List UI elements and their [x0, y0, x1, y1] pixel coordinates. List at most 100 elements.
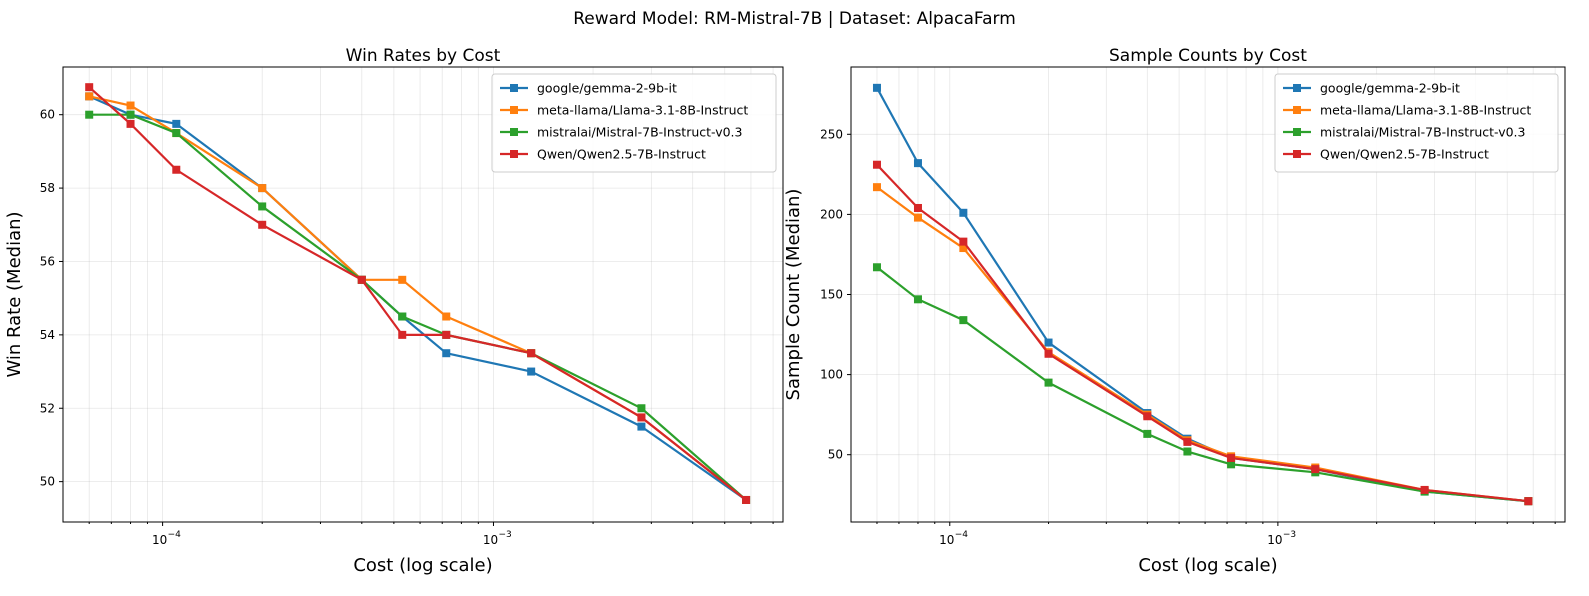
chart-2-data-point	[1183, 447, 1192, 456]
chart-1-data-point	[527, 367, 536, 376]
chart-1-legend-item: Qwen/Qwen2.5-7B-Instruct	[500, 147, 706, 162]
chart-2-legend-label: meta-llama/Llama-3.1-8B-Instruct	[1320, 103, 1531, 118]
chart-1-legend: google/gemma-2-9b-it meta-llama/Llama-3.1…	[491, 73, 777, 173]
chart-2-data-point	[959, 208, 968, 217]
chart-1-data-point	[258, 184, 267, 193]
chart-1-legend-item: mistralai/Mistral-7B-Instruct-v0.3	[500, 125, 742, 140]
chart-1-x-tick-exponent: −4	[168, 530, 182, 540]
chart-2-legend-swatch-marker	[1293, 106, 1301, 114]
chart-1-legend-label: mistralai/Mistral-7B-Instruct-v0.3	[537, 125, 742, 140]
chart-2-data-point	[1311, 465, 1320, 474]
chart-1-data-point	[637, 404, 646, 413]
chart-1-data-point	[126, 110, 135, 119]
chart-2-data-point	[913, 213, 922, 222]
chart-1-data-point	[258, 220, 267, 229]
chart-2-legend-item: mistralai/Mistral-7B-Instruct-v0.3	[1283, 125, 1525, 140]
chart-2-y-tick-label: 50	[828, 448, 843, 462]
chart-1-data-point	[637, 422, 646, 431]
chart-2-series-4	[872, 160, 1533, 506]
figure-suptitle: Reward Model: RM-Mistral-7B | Dataset: A…	[573, 9, 1016, 29]
chart-2-legend-item: google/gemma-2-9b-it	[1283, 81, 1460, 96]
chart-1-data-point	[398, 275, 407, 284]
chart-2-data-point	[1420, 485, 1429, 494]
chart-2-data-point	[1044, 378, 1053, 387]
chart-1-data-point	[172, 119, 181, 128]
chart-1-data-point	[85, 110, 94, 119]
chart-1-x-tick-label: 10	[483, 533, 498, 547]
chart-1-title: Win Rates by Cost	[346, 46, 501, 66]
chart-1-y-tick-label: 50	[40, 475, 55, 489]
chart-2-series-line	[876, 266, 1529, 503]
chart-2-legend-frame	[1274, 73, 1559, 173]
chart-1-data-point	[357, 275, 366, 284]
chart-1-data-point	[742, 495, 751, 504]
chart-1-series-4	[85, 83, 751, 504]
chart-1-x-tick-label: 10	[152, 533, 167, 547]
chart-1-legend-swatch-marker	[510, 128, 518, 136]
chart-1-y-tick-label: 52	[40, 401, 55, 415]
chart-2-data-point	[913, 159, 922, 168]
chart-2-series-line	[876, 163, 1529, 503]
chart-1-series-line	[89, 113, 747, 501]
chart-1-x-axis-label: Cost (log scale)	[353, 555, 492, 576]
chart-2-data-point	[1227, 460, 1236, 469]
chart-1-data-point	[398, 312, 407, 321]
chart-1-y-tick-label: 54	[40, 328, 55, 342]
chart-2-data-point	[913, 295, 922, 304]
chart-2-series-line	[876, 186, 1529, 503]
chart-2-legend: google/gemma-2-9b-it meta-llama/Llama-3.1…	[1274, 73, 1559, 173]
chart-1-series-line	[88, 86, 747, 501]
chart-2-data-point	[913, 203, 922, 212]
chart-1-axes-frame	[62, 66, 784, 523]
chart-1-y-axis-label: Win Rate (Median)	[4, 211, 25, 377]
chart-2-data-point	[1044, 338, 1053, 347]
chart-2-legend-swatch-marker	[1293, 128, 1301, 136]
chart-1-data-point	[442, 330, 451, 339]
chart-2-data-point	[872, 263, 881, 272]
chart-2-y-tick-label: 100	[820, 368, 843, 382]
chart-1-data-point	[126, 119, 135, 128]
chart-2-data-point	[872, 183, 881, 192]
chart-1-data-point	[442, 312, 451, 321]
chart-1-legend-swatch-marker	[510, 84, 518, 92]
chart-2-y-axis-label: Sample Count (Median)	[783, 189, 804, 401]
chart-2-y-tick-label: 150	[820, 288, 843, 302]
chart-2-data-point	[959, 237, 968, 246]
chart-2-y-tick-label: 200	[820, 207, 843, 221]
chart-2-axes-frame	[850, 66, 1566, 523]
chart-1-data-point	[258, 202, 267, 211]
chart-2-x-axis-label: Cost (log scale)	[1138, 555, 1277, 576]
chart-2-legend-item: Qwen/Qwen2.5-7B-Instruct	[1283, 147, 1489, 162]
chart-2-data-point	[959, 244, 968, 253]
chart-1-legend-frame	[491, 73, 777, 173]
chart-1-data-point	[442, 349, 451, 358]
chart-1-legend-swatch-marker	[510, 150, 518, 158]
chart-1-y-tick-label: 56	[40, 254, 55, 268]
chart-1-y-tick-label: 60	[40, 108, 55, 122]
chart-1-grid	[63, 67, 783, 522]
chart-1-legend-label: google/gemma-2-9b-it	[537, 81, 677, 96]
chart-2-title: Sample Counts by Cost	[1109, 46, 1307, 66]
chart-1-y-tick-label: 58	[40, 181, 55, 195]
chart-1-legend-item: google/gemma-2-9b-it	[500, 81, 677, 96]
chart-2-data-point	[1227, 453, 1236, 462]
chart-2-legend-item: meta-llama/Llama-3.1-8B-Instruct	[1283, 103, 1531, 118]
chart-2-legend-label: google/gemma-2-9b-it	[1320, 81, 1460, 96]
chart-2-data-point	[959, 316, 968, 325]
chart-2-legend-swatch-marker	[1293, 150, 1301, 158]
chart-1-legend-label: meta-llama/Llama-3.1-8B-Instruct	[537, 103, 748, 118]
chart-2-series-3	[872, 263, 1533, 506]
chart-1-data-point	[172, 165, 181, 174]
chart-2-x-tick-exponent: −4	[955, 530, 969, 540]
chart-1-data-point	[398, 330, 407, 339]
chart-2-x-tick-label: 10	[1267, 533, 1282, 547]
chart-1-data-point	[172, 129, 181, 138]
chart-1-data-point	[85, 83, 94, 92]
chart-2-data-point	[1143, 412, 1152, 421]
chart-2-data-point	[1143, 429, 1152, 438]
chart-2-data-point	[872, 83, 881, 92]
chart-1-data-point	[126, 101, 135, 110]
chart-2-data-point	[872, 160, 881, 169]
